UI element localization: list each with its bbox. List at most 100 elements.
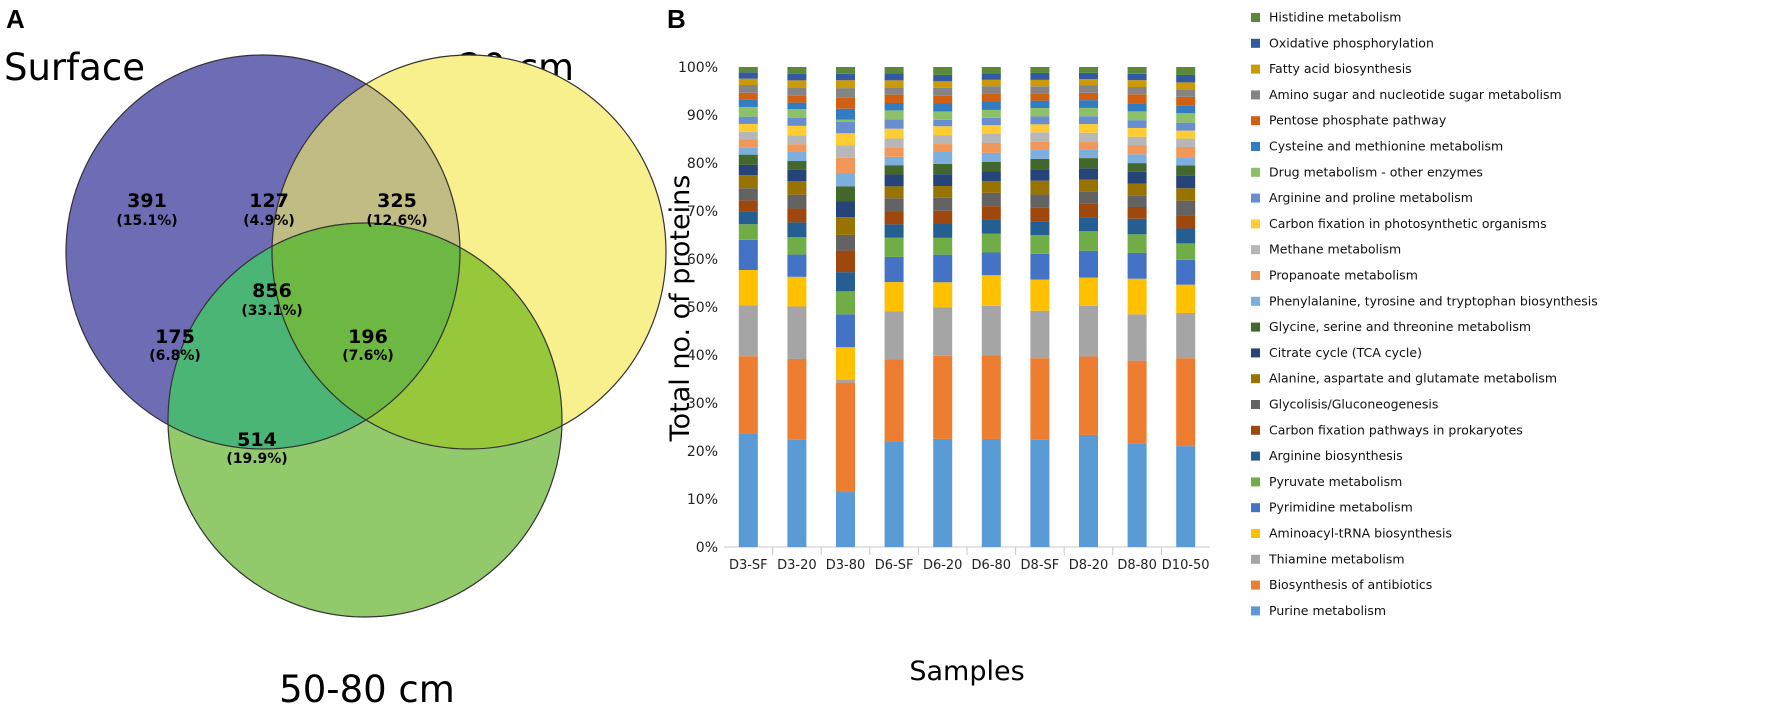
bar-segment xyxy=(787,181,807,195)
bar-stack-D3-20 xyxy=(787,67,807,547)
bar-segment xyxy=(1079,231,1098,251)
bar-segment xyxy=(738,270,758,306)
bar-segment xyxy=(1079,116,1098,125)
bar-segment xyxy=(787,254,807,277)
bar-segment xyxy=(738,154,758,165)
x-tick-label: D6-80 xyxy=(972,558,1012,573)
bar-segment xyxy=(1176,446,1196,547)
legend-item: Aminoacyl-tRNA biosynthesis xyxy=(1251,526,1452,541)
legend-item: Amino sugar and nucleotide sugar metabol… xyxy=(1251,87,1562,102)
legend-item: Biosynthesis of antibiotics xyxy=(1251,577,1432,592)
bar-segment xyxy=(787,306,807,359)
y-tick-label: 40% xyxy=(687,348,718,364)
legend: Histidine metabolism Oxidative phosphoryl… xyxy=(1251,10,1598,618)
bar-segment xyxy=(1079,305,1098,357)
x-tick-label: D8-80 xyxy=(1117,558,1157,573)
bar-segment xyxy=(787,109,807,118)
legend-label: Fatty acid biosynthesis xyxy=(1269,61,1412,76)
legend-item: Cysteine and methionine metabolism xyxy=(1251,139,1503,154)
bar-segment xyxy=(836,314,855,348)
bar-segment xyxy=(836,97,855,109)
legend-swatch xyxy=(1251,322,1260,332)
legend-swatch xyxy=(1251,503,1260,513)
bar-segment xyxy=(1030,79,1050,87)
bar-segment xyxy=(1030,169,1050,181)
20cm-50-80cm-pct: (7.6%) xyxy=(342,348,394,364)
legend-item: Purine metabolism xyxy=(1251,603,1386,618)
bar-segment xyxy=(884,186,904,199)
bar-segment xyxy=(884,256,904,283)
bar-segment xyxy=(1127,171,1147,184)
legend-label: Alanine, aspartate and glutamate metabol… xyxy=(1269,371,1557,386)
surface-set-label: Surface xyxy=(4,46,145,89)
bar-segment xyxy=(1079,85,1098,93)
bar-segment xyxy=(787,117,807,126)
bar-segment xyxy=(1030,72,1050,80)
bar-segment xyxy=(1079,158,1098,169)
bar-segment xyxy=(738,67,758,73)
bar-segment xyxy=(1127,94,1147,104)
bar-segment xyxy=(933,210,953,224)
bar-segment xyxy=(1127,163,1147,172)
bar-segment xyxy=(1030,93,1050,101)
bar-segment xyxy=(981,233,1001,253)
bar-segment xyxy=(836,108,855,120)
bar-segment xyxy=(787,87,807,96)
bar-segment xyxy=(884,165,904,175)
bar-segment xyxy=(933,111,953,120)
all-three-pct: (33.1%) xyxy=(241,303,302,319)
bar-segment xyxy=(1079,434,1098,547)
bars xyxy=(738,67,1196,547)
legend-item: Citrate cycle (TCA cycle) xyxy=(1251,345,1422,360)
legend-item: Carbon fixation in photosynthetic organi… xyxy=(1251,216,1547,231)
bar-segment xyxy=(981,438,1001,547)
bar-segment xyxy=(933,95,953,104)
bar-segment xyxy=(1079,149,1098,159)
50-80cm-set-label: 50-80 cm xyxy=(279,668,455,710)
legend-item: Thiamine metabolism xyxy=(1251,551,1405,566)
bar-segment xyxy=(884,128,904,139)
bar-segment xyxy=(787,151,807,162)
legend-swatch xyxy=(1251,90,1260,100)
bar-segment xyxy=(884,94,904,104)
bar-segment xyxy=(1127,183,1147,196)
bar-stack-D8-20 xyxy=(1079,67,1098,547)
legend-item: Pentose phosphate pathway xyxy=(1251,113,1447,128)
bar-segment xyxy=(1030,180,1050,195)
bar-segment xyxy=(738,188,758,201)
bar-segment xyxy=(787,125,807,136)
y-tick-label: 80% xyxy=(687,156,718,172)
legend-label: Purine metabolism xyxy=(1269,603,1386,618)
bar-segment xyxy=(981,109,1001,118)
bar-segment xyxy=(836,201,855,218)
legend-swatch xyxy=(1251,451,1260,461)
legend-swatch xyxy=(1251,219,1260,229)
bar-segment xyxy=(1176,175,1196,189)
bar-segment xyxy=(1030,108,1050,117)
bar-segment xyxy=(1127,145,1147,155)
bar-segment xyxy=(1030,221,1050,236)
bar-segment xyxy=(836,379,855,383)
bar-segment xyxy=(1176,74,1196,83)
bar-segment xyxy=(738,211,758,225)
bar-segment xyxy=(1030,310,1050,359)
legend-swatch xyxy=(1251,348,1260,358)
bar-segment xyxy=(933,103,953,112)
bar-segment xyxy=(787,208,807,223)
x-tick-label: D8-SF xyxy=(1021,558,1060,573)
bar-segment xyxy=(1127,360,1147,444)
bar-segment xyxy=(1030,279,1050,311)
bar-segment xyxy=(1079,100,1098,108)
bar-segment xyxy=(1127,73,1147,81)
bar-segment xyxy=(738,224,758,240)
bar-segment xyxy=(738,356,758,434)
bar-segment xyxy=(1127,252,1147,279)
y-tick-label: 20% xyxy=(687,444,718,460)
bar-segment xyxy=(738,131,758,140)
y-tick-label: 30% xyxy=(687,396,718,412)
bar-segment xyxy=(981,86,1001,94)
bar-segment xyxy=(1127,127,1147,137)
bar-segment xyxy=(738,175,758,189)
venn-outlines xyxy=(65,54,667,618)
